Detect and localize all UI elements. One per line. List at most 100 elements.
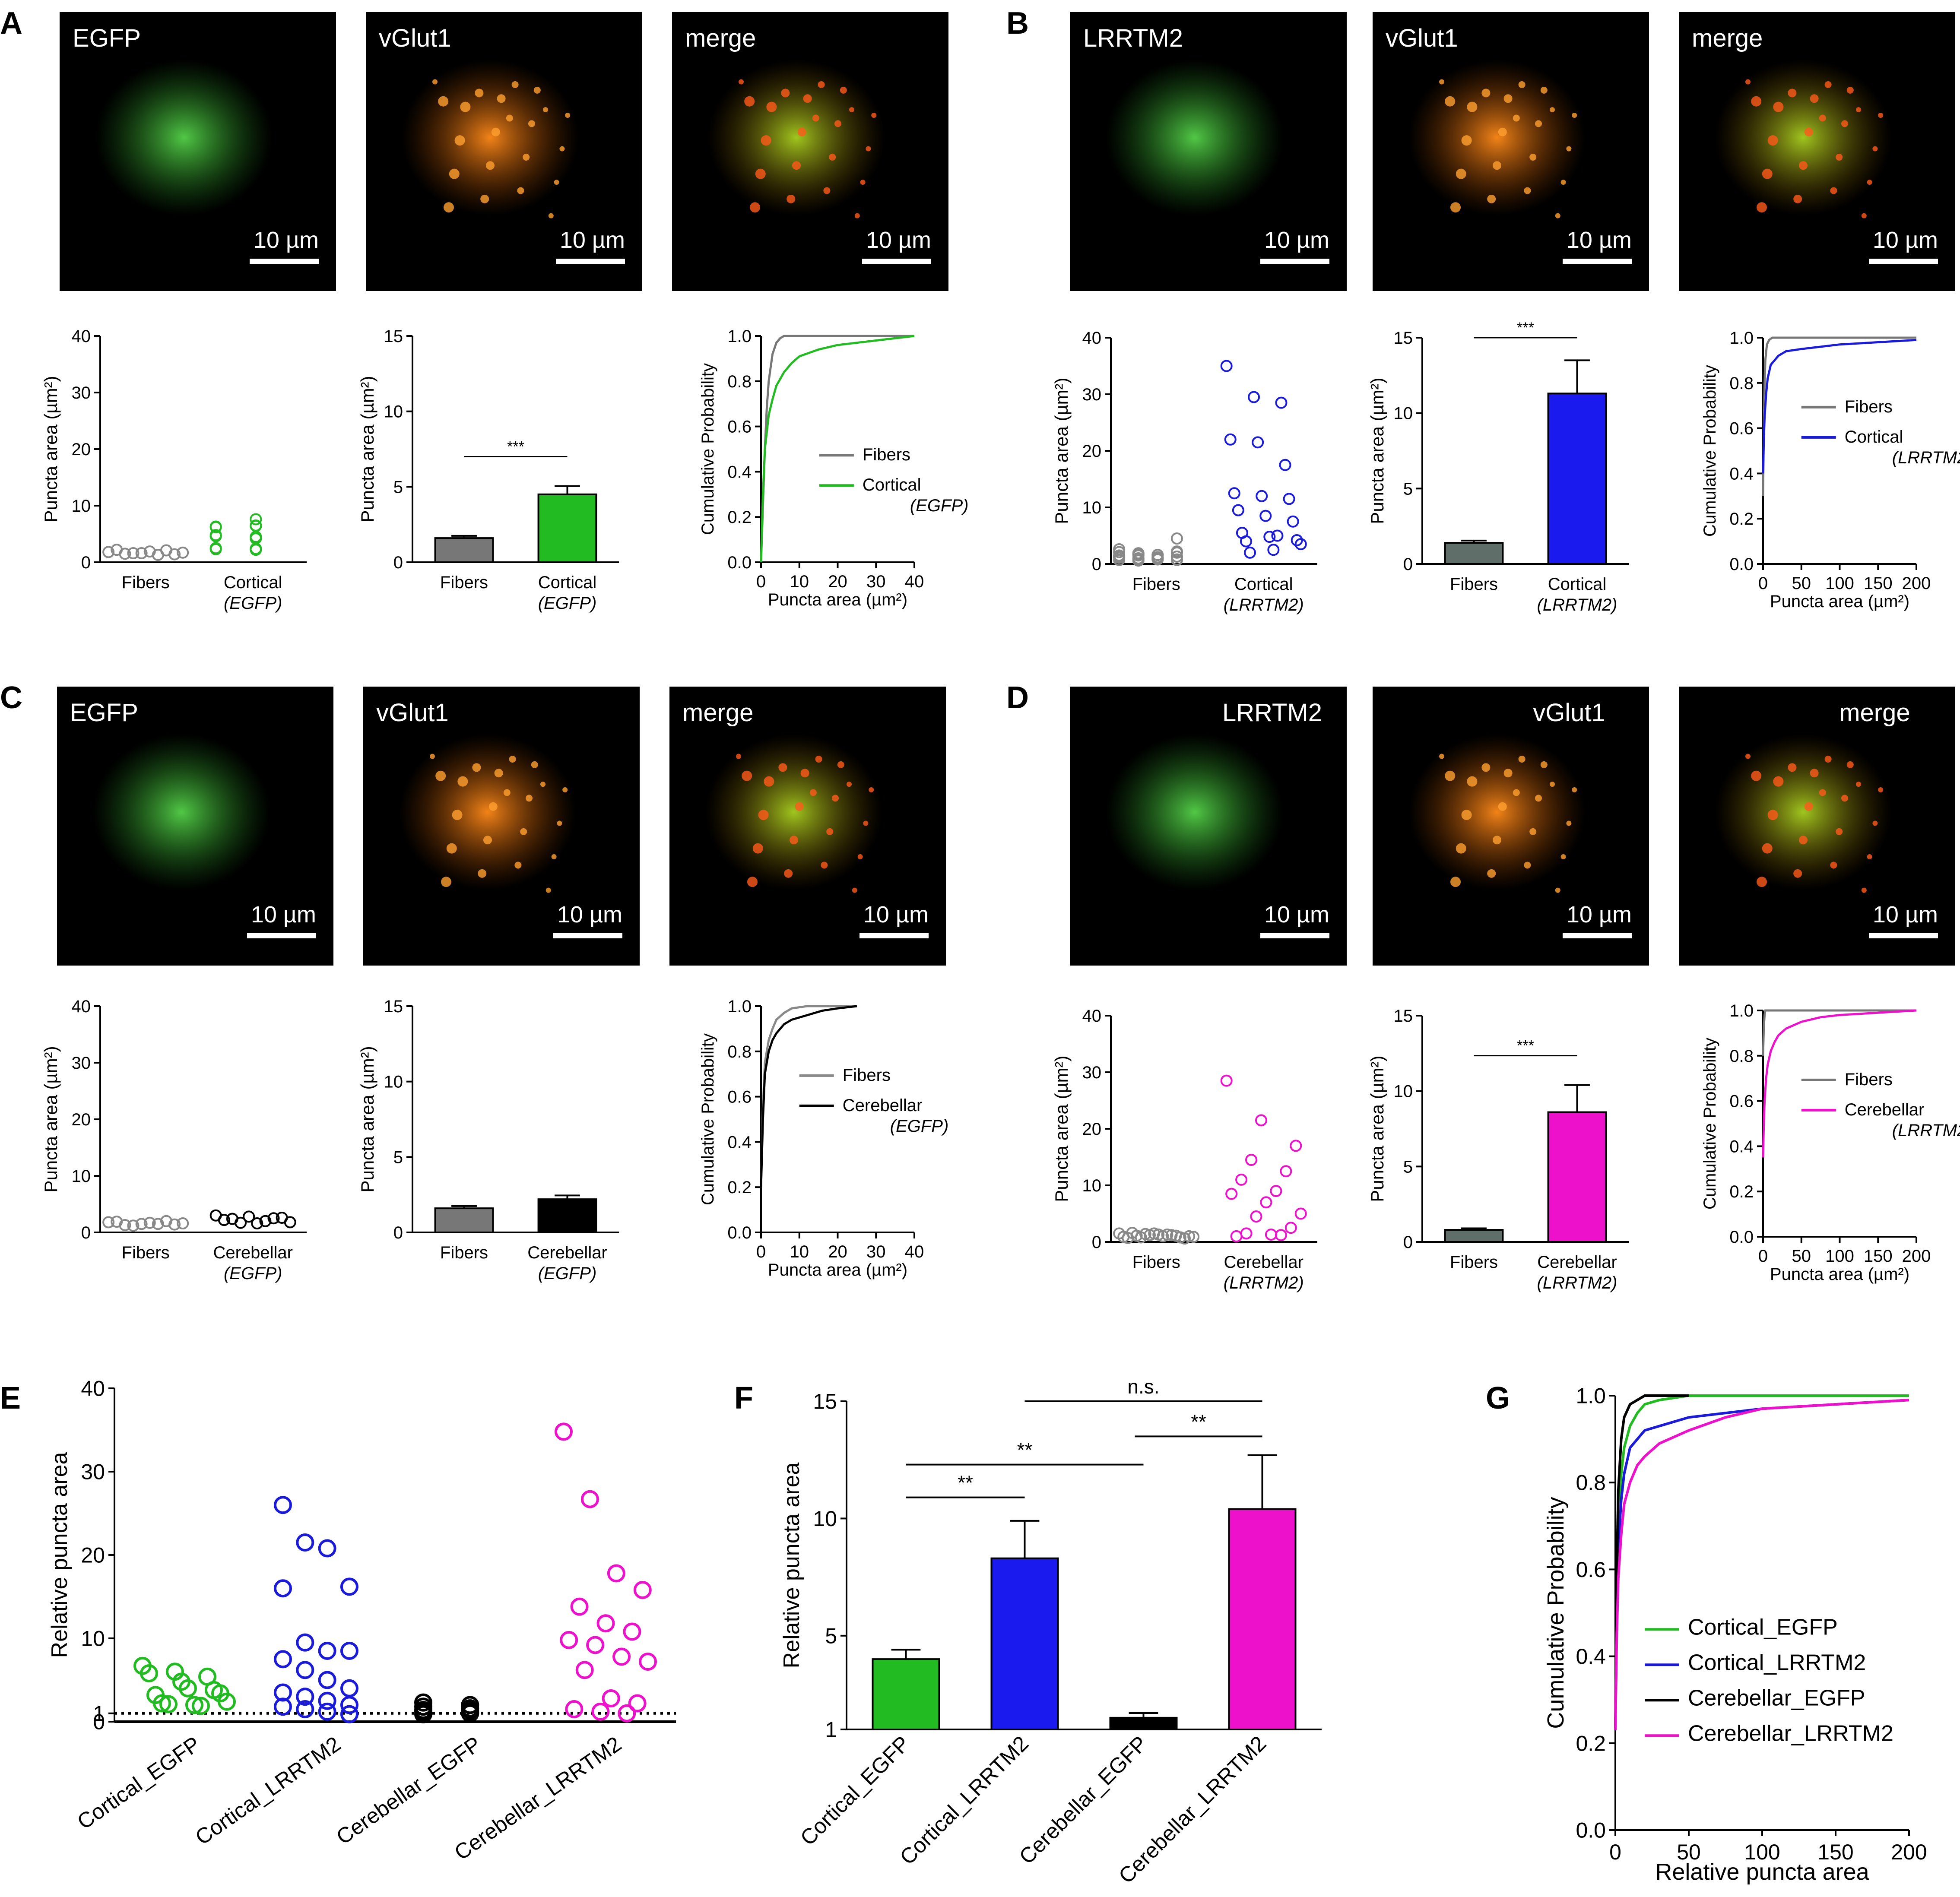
puncta-spot <box>1810 94 1819 103</box>
scale-bar-label: 10 µm <box>866 227 931 253</box>
y-axis-label: Puncta area (µm²) <box>41 1046 61 1192</box>
micrograph-D-3: merge 10 µm <box>1679 687 1955 966</box>
data-point <box>127 1219 140 1232</box>
chart-C_bar: 0 5 10 15 Puncta area (µm²) Fibers Cerebellar (… <box>357 997 619 1283</box>
x-tick-label: 50 <box>1792 1247 1811 1266</box>
bar <box>1109 1716 1178 1731</box>
puncta-spot <box>795 802 804 811</box>
puncta-spot <box>444 202 454 213</box>
data-point <box>1113 546 1126 558</box>
puncta-spot <box>1751 770 1762 781</box>
puncta-spot <box>747 877 758 887</box>
puncta-spot <box>533 86 541 94</box>
puncta-spot <box>1540 761 1548 768</box>
legend-label: Cortical <box>1845 428 1903 447</box>
data-point <box>1178 1232 1191 1245</box>
series-line-1 <box>1762 339 1917 474</box>
puncta-spot <box>1824 81 1832 88</box>
puncta-spot <box>1824 755 1832 763</box>
x-tick-sublabel: (EGFP) <box>224 1264 282 1283</box>
data-point <box>1263 531 1276 543</box>
data-point <box>639 1653 657 1671</box>
x-tick-label: Cortical <box>538 573 597 592</box>
puncta-spot <box>1745 79 1751 85</box>
significance-label: *** <box>507 438 524 455</box>
puncta-spot <box>1445 770 1456 781</box>
panel-letter-D: D <box>1006 681 1029 715</box>
puncta-spot <box>517 187 524 194</box>
series-line-1 <box>1614 1399 1909 1730</box>
data-point <box>1290 1140 1302 1152</box>
data-point <box>177 1217 189 1230</box>
data-point <box>250 544 262 556</box>
micrograph-C-2: vGlut1 10 µm <box>363 687 640 966</box>
puncta-spot <box>849 107 854 113</box>
data-point <box>1260 1196 1272 1209</box>
data-point <box>612 1647 631 1666</box>
data-point <box>1283 493 1295 505</box>
data-point <box>340 1577 358 1596</box>
puncta-spot <box>1762 843 1773 854</box>
data-point <box>318 1539 336 1558</box>
puncta-spot <box>491 127 500 136</box>
x-tick-label: Cortical_EGFP <box>796 1731 914 1850</box>
chart-A_cdf: 0.0 0.2 0.4 0.6 0.8 1.0 Cumulative Probability… <box>698 327 968 609</box>
data-point <box>1267 544 1280 556</box>
y-axis-label: Puncta area (µm²) <box>1367 1055 1387 1202</box>
x-tick-label: Fibers <box>122 1243 170 1262</box>
data-point <box>102 1216 115 1229</box>
puncta-spot <box>1762 168 1773 179</box>
scale-bar <box>250 259 319 264</box>
puncta-spot <box>1487 194 1496 203</box>
puncta-spot <box>543 107 548 113</box>
puncta-spot <box>758 810 769 820</box>
data-point <box>159 1695 178 1713</box>
puncta-spot <box>1456 843 1466 854</box>
data-point <box>250 513 262 526</box>
x-tick-label: Fibers <box>440 1243 488 1262</box>
scale-bar <box>1869 259 1938 264</box>
puncta-spot <box>1846 761 1854 768</box>
panel-letter-A: A <box>0 6 22 41</box>
puncta-spot <box>1518 755 1526 763</box>
data-point <box>168 548 181 561</box>
bar <box>1444 542 1504 565</box>
y-tick-label: 0.2 <box>727 508 752 527</box>
data-point <box>284 1216 296 1229</box>
data-point <box>119 548 131 560</box>
data-point <box>602 1689 620 1707</box>
x-tick-label: Fibers <box>440 573 488 592</box>
data-point <box>1291 534 1303 546</box>
micrograph-A-3: merge 10 µm <box>672 12 948 291</box>
puncta-spot <box>503 789 511 796</box>
puncta-spot <box>792 161 801 170</box>
x-tick-label: 150 <box>1817 1840 1853 1864</box>
significance-label: *** <box>1517 1038 1534 1054</box>
micrograph-label: vGlut1 <box>1533 699 1605 727</box>
puncta-spot <box>869 787 874 793</box>
data-point <box>1151 549 1164 561</box>
scale-bar-label: 10 µm <box>863 902 929 928</box>
puncta-spot <box>1846 86 1854 94</box>
cell-signal <box>402 59 579 216</box>
data-point <box>560 1631 578 1649</box>
y-tick-label: 30 <box>1082 385 1102 404</box>
x-tick-label: 0 <box>756 1242 766 1261</box>
y-tick-label: 0.8 <box>1729 1047 1754 1066</box>
y-axis-label: Relative puncta area <box>47 1452 72 1658</box>
micrograph-label: vGlut1 <box>1386 24 1458 52</box>
puncta-spot <box>430 754 435 759</box>
puncta-spot <box>863 820 869 826</box>
puncta-spot <box>1535 120 1542 127</box>
y-tick-label: 0.6 <box>1576 1558 1606 1582</box>
y-axis-label: Relative puncta area <box>779 1462 804 1668</box>
puncta-spot <box>1856 107 1861 113</box>
puncta-spot <box>755 168 766 179</box>
y-tick-label: 0.2 <box>727 1178 752 1197</box>
puncta-spot <box>449 168 460 179</box>
puncta-spot <box>1861 213 1867 219</box>
puncta-spot <box>1872 820 1878 826</box>
puncta-spot <box>1540 86 1548 94</box>
panel-letter-E: E <box>0 1381 21 1416</box>
y-tick-label: 0.2 <box>1729 1182 1754 1201</box>
